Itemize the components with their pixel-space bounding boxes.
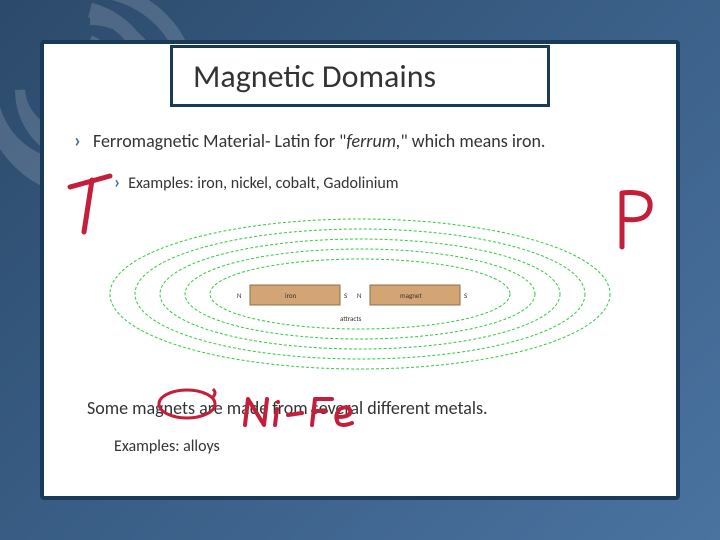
- label-S-right: S: [464, 291, 467, 300]
- slide-body: Ferromagnetic Material- Latin for "ferru…: [40, 40, 680, 500]
- bullet-ferromagnetic: Ferromagnetic Material- Latin for "ferru…: [74, 129, 545, 153]
- bullet-examples: Examples: iron, nickel, cobalt, Gadolini…: [114, 171, 399, 193]
- label-iron: iron: [285, 291, 297, 300]
- bullet-text-post: " which means iron.: [400, 130, 545, 152]
- label-magnet: magnet: [400, 291, 422, 300]
- slide-title: Magnetic Domains: [193, 57, 436, 96]
- bullet-text-italic: ferrum,: [346, 130, 400, 152]
- text-examples-alloys: Examples: alloys: [114, 437, 220, 456]
- label-N-left: N: [237, 291, 242, 300]
- title-box: Magnetic Domains: [170, 45, 550, 107]
- label-S-left: S: [344, 291, 347, 300]
- content-area: Ferromagnetic Material- Latin for "ferru…: [59, 119, 661, 486]
- magnet-diagram: N iron S N magnet S attracts: [59, 209, 661, 379]
- bullet-text-pre: Ferromagnetic Material- Latin for ": [93, 130, 346, 152]
- text-some-magnets: Some magnets are made from several diffe…: [87, 397, 488, 419]
- label-attracts: attracts: [340, 314, 362, 323]
- label-N-right: N: [357, 291, 362, 300]
